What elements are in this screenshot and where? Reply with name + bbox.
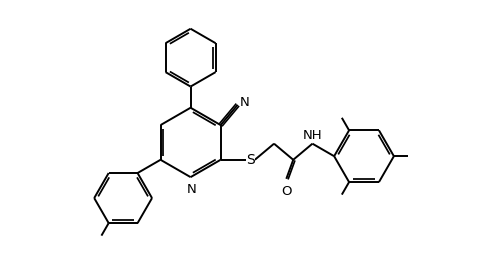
Text: O: O: [281, 185, 292, 198]
Text: N: N: [240, 96, 249, 109]
Text: N: N: [186, 183, 196, 196]
Text: NH: NH: [303, 129, 323, 142]
Text: S: S: [246, 153, 255, 167]
